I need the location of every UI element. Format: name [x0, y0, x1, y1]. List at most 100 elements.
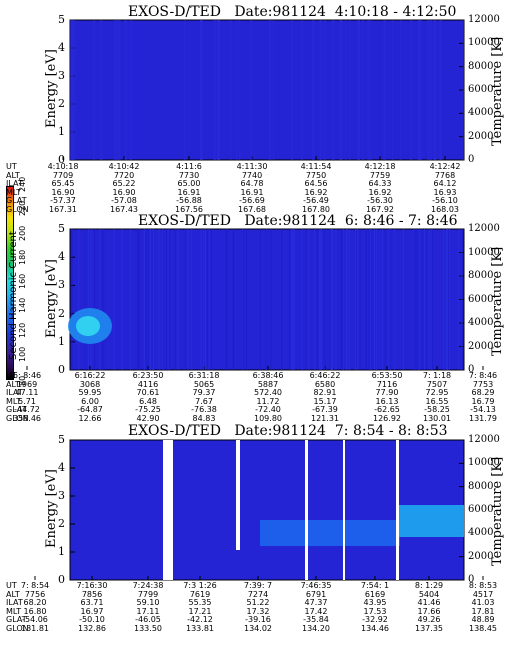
- panel-1-y2tick-label: 2000: [468, 130, 494, 142]
- panel-2-table-cell: 5887: [257, 379, 279, 389]
- heatmap-streak: [208, 229, 210, 370]
- panel-3-row-label: ALT: [6, 589, 20, 599]
- heatmap-streak: [371, 229, 373, 370]
- panel-3-table-cell: 4517: [472, 589, 494, 599]
- heatmap-streak: [145, 229, 147, 370]
- panel-2-table-cell: 6:23:50: [132, 371, 164, 380]
- panel-2-table-cell: -67.39: [312, 405, 338, 414]
- panel-1-table-cell: 7730: [178, 170, 200, 180]
- heatmap-streak: [265, 229, 267, 370]
- panel-3-table-cell: 134.02: [244, 623, 272, 633]
- panel-2-table-cell: 59.95: [78, 388, 102, 397]
- heatmap-streak: [391, 20, 394, 160]
- heatmap-streak: [413, 229, 415, 370]
- panel-2-table-cell: -62.65: [374, 405, 400, 414]
- panel-2-table-cell: 16.13: [375, 396, 399, 406]
- panel-1-ytick-label: 0: [58, 153, 65, 166]
- panel-3-table-cell: 7: 8:54: [20, 581, 50, 590]
- panel-2-table-cell: 6.48: [139, 396, 157, 406]
- panel-3-y2tick-label: 2000: [468, 550, 494, 562]
- heatmap-streak: [359, 229, 361, 370]
- heatmap-streak: [90, 229, 92, 370]
- heatmap-streak: [417, 229, 419, 370]
- heatmap-streak: [357, 20, 361, 160]
- panel-1-title: EXOS-D/TED Date:981124 4:10:18 - 4:12:50: [128, 4, 457, 20]
- heatmap-streak: [137, 229, 139, 370]
- heatmap-streak: [320, 229, 322, 370]
- heatmap-streak: [259, 229, 261, 370]
- panel-2-ytick-label: 1: [58, 334, 65, 348]
- heatmap-streak: [183, 20, 186, 160]
- panel-3-table-cell: 51.22: [246, 598, 270, 607]
- panel-1-table-cell: 64.33: [368, 179, 392, 188]
- heatmap-streak: [130, 20, 132, 160]
- panel-2-table-cell: 6:46:22: [309, 371, 341, 380]
- panel-3-table-cell: 17.81: [471, 606, 495, 616]
- panel-3-table-cell: 6791: [305, 589, 327, 599]
- panel-1-plot-area: [69, 19, 465, 161]
- heatmap-streak: [93, 20, 95, 160]
- panel-3-title: EXOS-D/TED Date:981124 7: 8:54 - 8: 8:53: [128, 423, 448, 439]
- panel-1-table-cell: 16.93: [433, 187, 457, 197]
- heatmap-streak: [113, 20, 117, 160]
- heatmap-streak: [340, 20, 343, 160]
- heatmap-peak-region: [76, 316, 100, 336]
- heatmap-streak: [184, 229, 186, 370]
- panel-1-table-cell: -57.37: [50, 196, 76, 205]
- heatmap-streak: [165, 229, 167, 370]
- panel-2-table-cell: -72.40: [255, 405, 281, 414]
- panel-3-table-cell: -50.10: [79, 615, 105, 624]
- panel-2-table-cell: 6:16:22: [74, 371, 106, 380]
- heatmap-streak: [461, 229, 463, 370]
- panel-2-table-cell: 7116: [376, 379, 398, 389]
- heatmap-streak: [357, 229, 359, 370]
- panel-3-table-cell: 47.37: [304, 598, 328, 607]
- heatmap-streak: [383, 20, 386, 160]
- panel-2-title: EXOS-D/TED Date:981124 6: 8:46 - 7: 8:46: [138, 213, 458, 229]
- heatmap-streak: [342, 229, 344, 370]
- heatmap-streak: [332, 229, 334, 370]
- panel-1-table-cell: 7740: [241, 170, 263, 180]
- panel-3-table-cell: 17.11: [136, 606, 160, 616]
- panel-1-ytick-label: 1: [58, 125, 65, 138]
- heatmap-streak: [236, 20, 238, 160]
- heatmap-streak: [369, 20, 372, 160]
- panel-3-table-cell: 133.81: [186, 623, 214, 633]
- panel-3-table-cell: 7:39: 7: [243, 581, 273, 590]
- heatmap-streak: [168, 229, 170, 370]
- panel-3-row-label: GLAT: [6, 615, 27, 624]
- heatmap-streak: [116, 20, 119, 160]
- heatmap-streak: [268, 20, 272, 160]
- panel-3-table-cell: 132.86: [78, 623, 106, 633]
- panel-1-table-cell: 16.92: [368, 187, 392, 197]
- heatmap-streak: [362, 20, 364, 160]
- heatmap-streak: [138, 229, 140, 370]
- heatmap-band: [399, 505, 464, 537]
- heatmap-streak: [148, 229, 150, 370]
- panel-2-row-label: GLON: [6, 413, 29, 423]
- panel-2-ytick-label: 5: [58, 222, 65, 235]
- heatmap-streak: [382, 229, 384, 370]
- colorbar: [6, 186, 14, 380]
- heatmap-streak: [103, 229, 105, 370]
- panel-3-y2tick-label: 10000: [468, 457, 500, 469]
- panel-1-ytick-label: 3: [58, 69, 65, 82]
- panel-1-table-cell: 16.91: [240, 187, 264, 197]
- panel-3-table-cell: 41.46: [417, 598, 441, 607]
- panel-2-table-cell: 6:31:18: [188, 371, 220, 380]
- panel-2-y2tick-label: 6000: [468, 293, 494, 305]
- panel-3-table-cell: 43.95: [363, 598, 387, 607]
- panel-2-table-cell: 126.92: [373, 413, 401, 423]
- heatmap-streak: [210, 229, 212, 370]
- panel-1-row-label: ILAT: [6, 179, 23, 188]
- heatmap-streak: [151, 229, 153, 370]
- panel-2-y2tick-label: 8000: [468, 270, 494, 281]
- heatmap-streak: [331, 20, 335, 160]
- panel-2-table-cell: 3068: [79, 379, 101, 389]
- panel-1-table-cell: 7709: [52, 170, 74, 180]
- panel-2-table-cell: 130.01: [423, 413, 451, 423]
- panel-1-ytick-label: 4: [58, 41, 65, 54]
- heatmap-streak: [415, 229, 417, 370]
